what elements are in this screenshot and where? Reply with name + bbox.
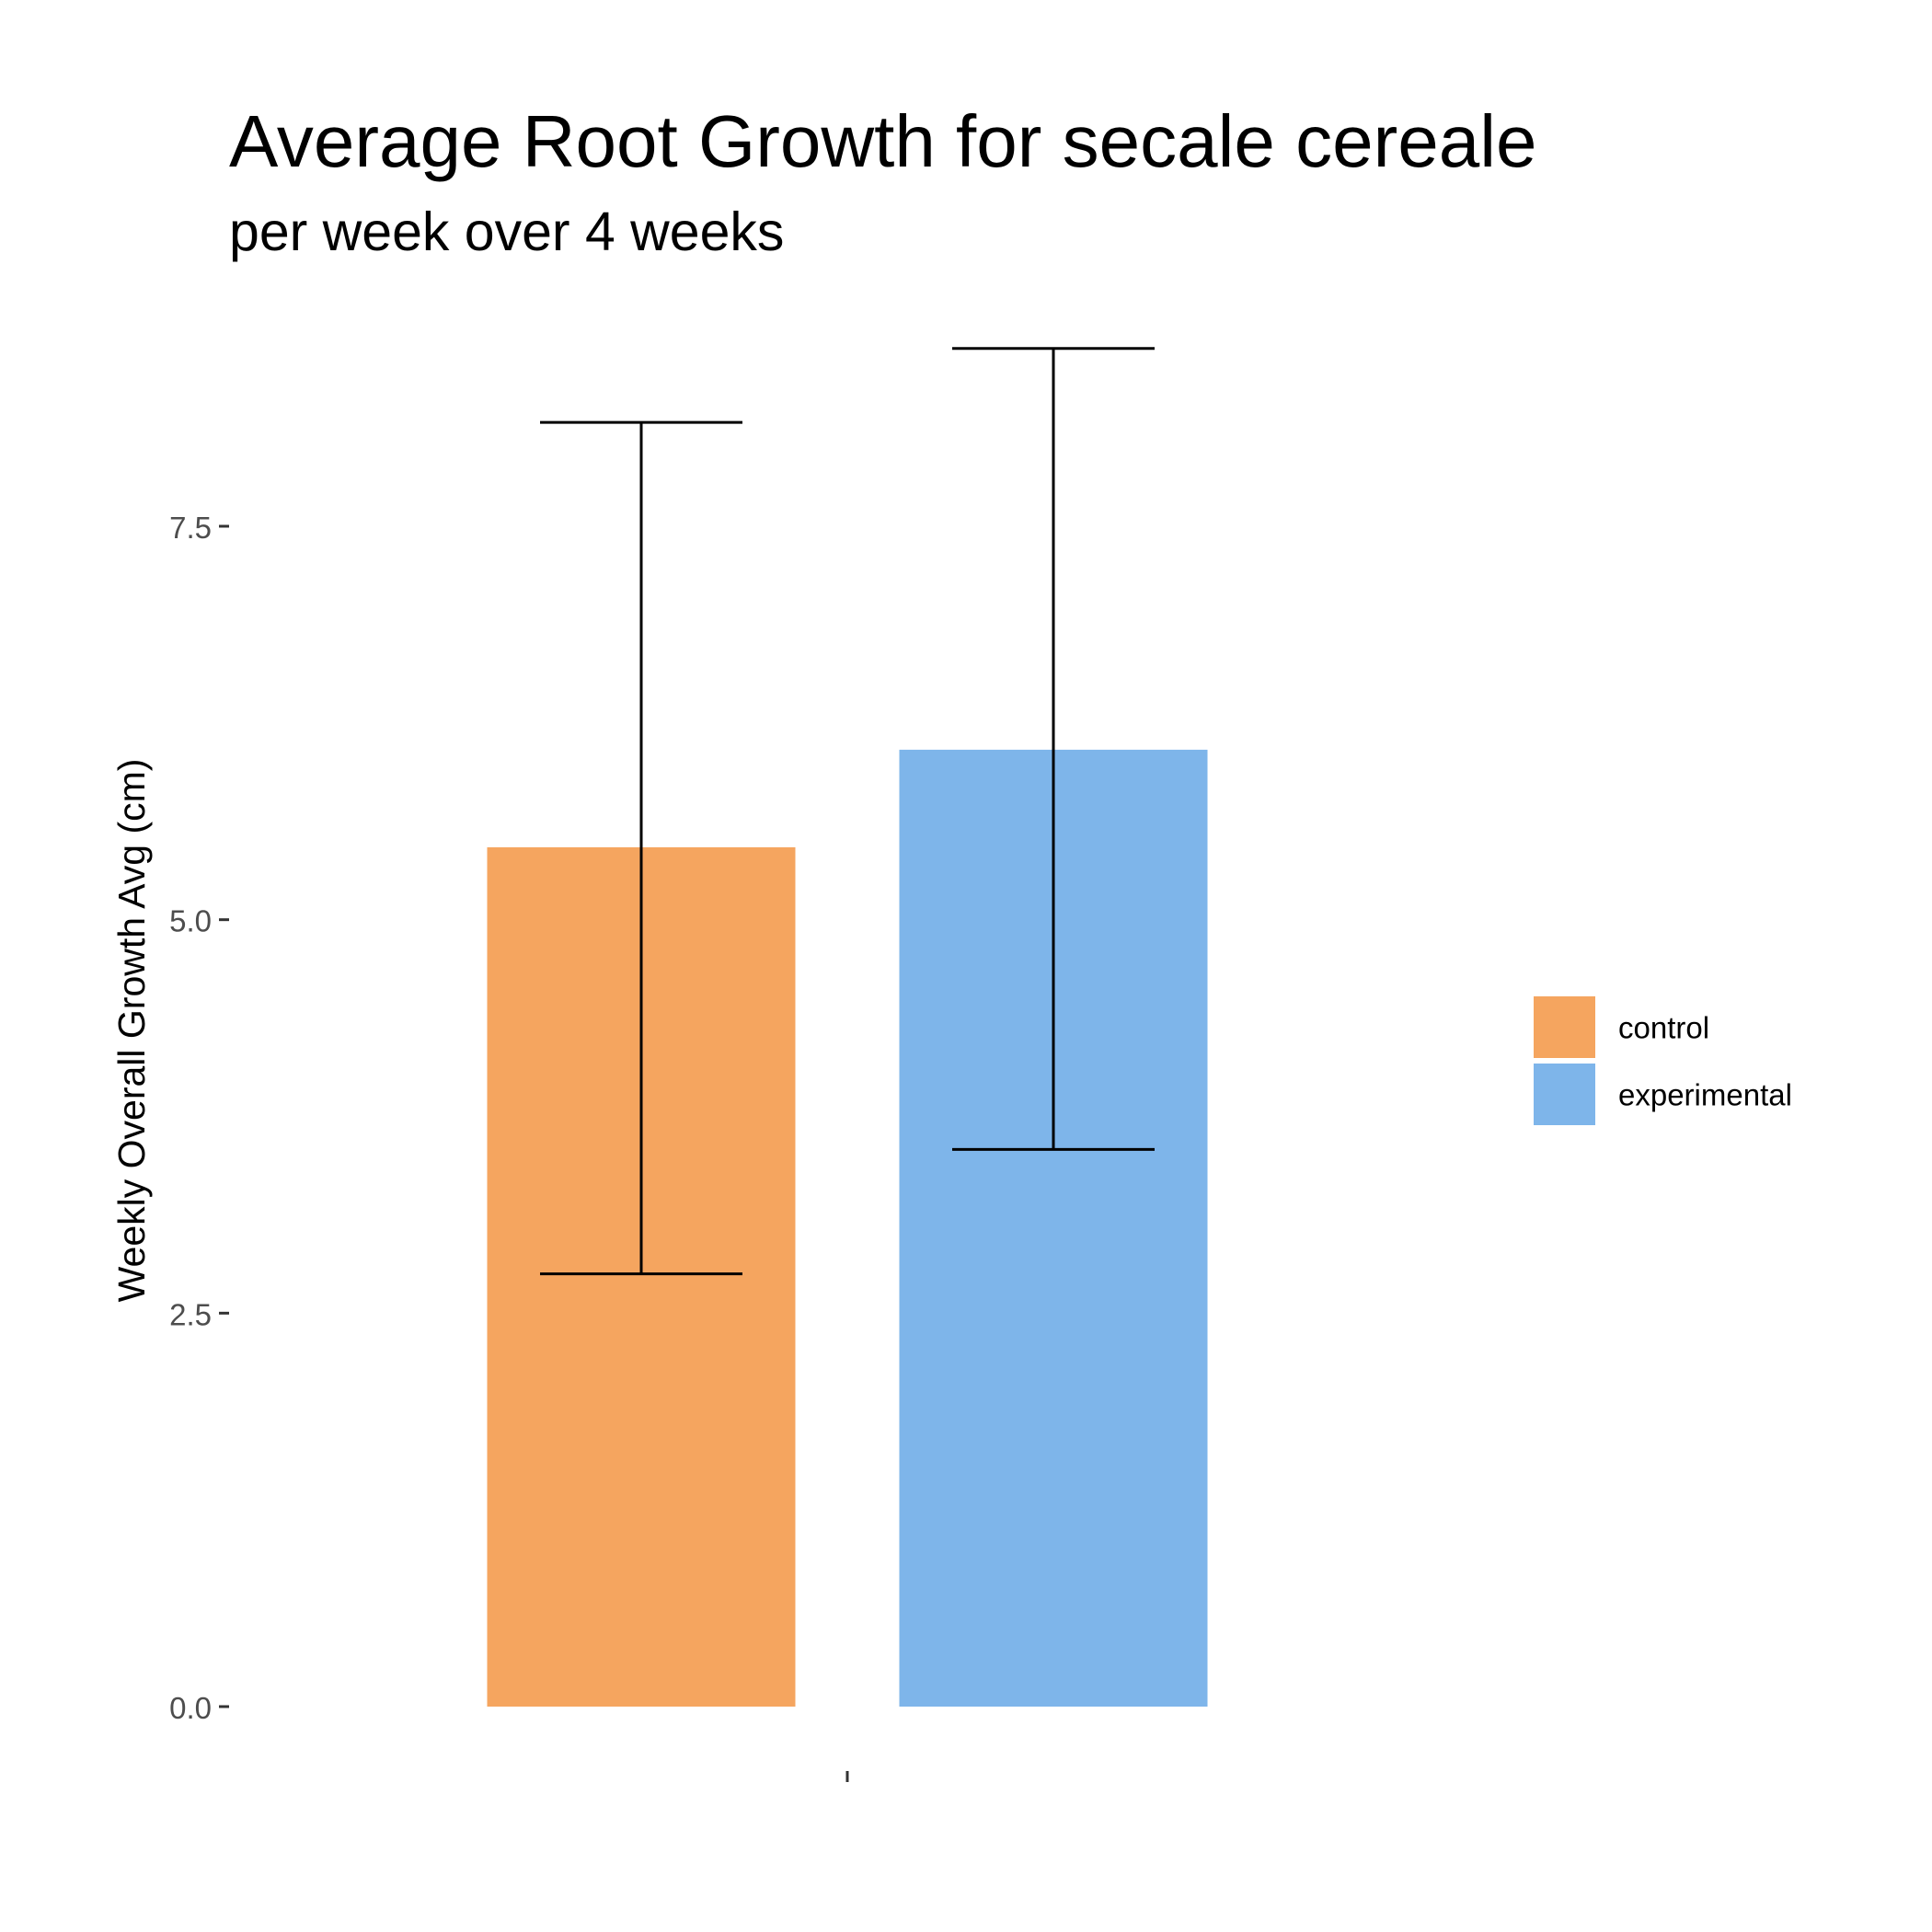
y-axis: 0.0 2.5 5.0 7.5 xyxy=(169,511,229,1725)
y-tick-label: 7.5 xyxy=(169,511,212,545)
chart-title: Average Root Growth for secale cereale xyxy=(229,100,1536,182)
y-tick-label: 5.0 xyxy=(169,904,212,938)
error-bars xyxy=(540,347,1155,1276)
legend: control experimental xyxy=(1534,996,1792,1125)
legend-key-control xyxy=(1534,996,1595,1058)
y-tick-label: 0.0 xyxy=(169,1691,212,1725)
legend-key-experimental xyxy=(1534,1064,1595,1125)
bars xyxy=(487,749,1208,1707)
chart-subtitle: per week over 4 weeks xyxy=(229,201,784,262)
y-axis-label: Weekly Overall Growth Avg (cm) xyxy=(110,759,153,1303)
legend-label-control: control xyxy=(1618,1011,1709,1045)
legend-label-experimental: experimental xyxy=(1618,1078,1792,1112)
y-tick-label: 2.5 xyxy=(169,1297,212,1331)
